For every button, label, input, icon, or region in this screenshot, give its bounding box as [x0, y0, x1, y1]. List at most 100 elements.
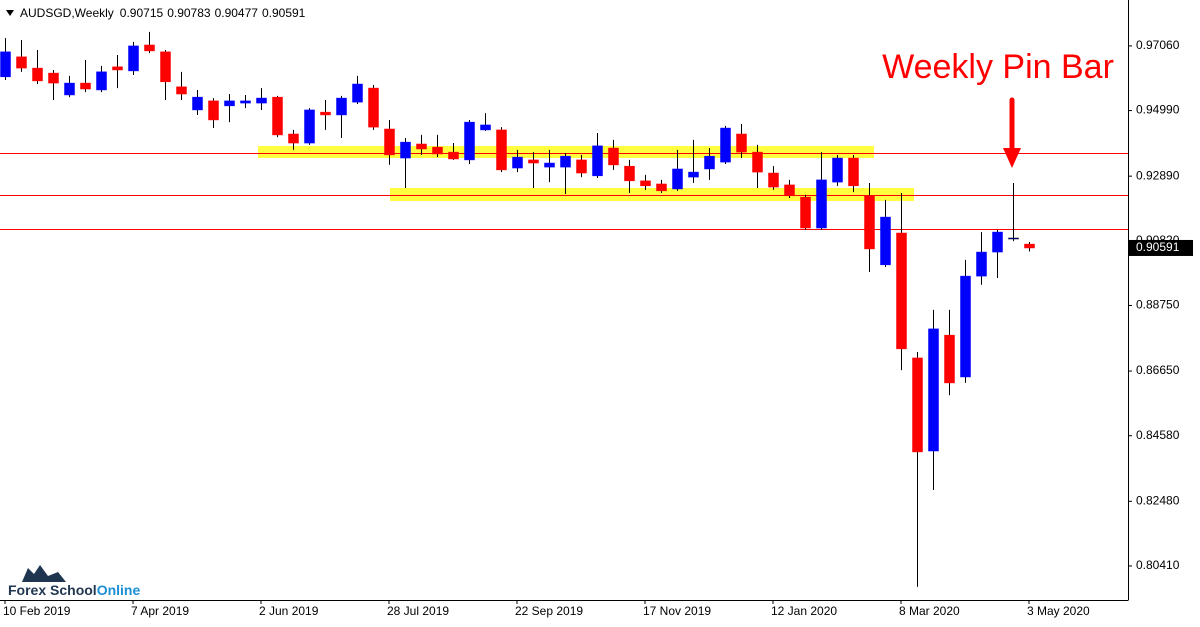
candle-body [0, 51, 11, 78]
candle-body [384, 128, 395, 156]
low-value: 0.90477 [215, 6, 259, 20]
candle-body [480, 124, 491, 131]
candle-body [48, 72, 59, 84]
candle-body [784, 184, 795, 197]
candle-body [192, 96, 203, 111]
price-box-bg [1129, 239, 1193, 256]
candles [0, 31, 1035, 587]
candle-body [544, 162, 555, 168]
x-tick-label: 3 May 2020 [1027, 604, 1090, 618]
x-tick-label: 28 Jul 2019 [387, 604, 449, 618]
x-tick-label: 2 Jun 2019 [259, 604, 319, 618]
candle-body [688, 171, 699, 178]
annotation: Weekly Pin Bar [882, 48, 1114, 86]
candle-body [288, 133, 299, 144]
candle-body [128, 45, 139, 72]
candle-body [928, 328, 939, 452]
header: AUDSGD,Weekly 0.90715 0.90783 0.90477 0.9059… [20, 6, 306, 20]
y-tick-label: 0.92890 [1136, 168, 1180, 182]
levels [0, 153, 1128, 230]
candle-body [768, 172, 779, 188]
candle-body [240, 100, 251, 104]
candle-body [912, 357, 923, 453]
close-value: 0.90591 [262, 6, 306, 20]
logo-brand: Forex School [8, 582, 97, 598]
y-tick-label: 0.94990 [1136, 103, 1180, 117]
open-value: 0.90715 [120, 6, 164, 20]
candle-body [624, 165, 635, 182]
logo-icon [22, 565, 66, 582]
price-box: 0.90591 [1129, 239, 1193, 256]
candle-body [736, 133, 747, 153]
candle-body [336, 97, 347, 116]
candle-body [608, 147, 619, 166]
high-value: 0.90783 [167, 6, 211, 20]
candle-body [896, 232, 907, 350]
candle-body [496, 129, 507, 171]
price-box-label: 0.90591 [1136, 240, 1180, 254]
candle-body [800, 196, 811, 229]
candle-body [368, 87, 379, 128]
candle-body [352, 83, 363, 103]
logo-accent: Online [97, 582, 141, 598]
candle-body [416, 143, 427, 150]
x-tick-label: 12 Jan 2020 [771, 604, 837, 618]
x-tick-label: 22 Sep 2019 [515, 604, 583, 618]
candle-body [656, 183, 667, 192]
candle-body [704, 155, 715, 170]
candle-body [320, 111, 331, 116]
candle-body [80, 82, 91, 90]
candle-body [832, 157, 843, 183]
candle-body [64, 82, 75, 96]
symbol: AUDSGD,Weekly [20, 6, 114, 20]
candle-body [640, 180, 651, 187]
zone-lower [390, 188, 914, 201]
candle-body [32, 67, 43, 82]
candle-body [848, 157, 859, 187]
candle-body [944, 334, 955, 384]
y-tick-label: 0.84580 [1136, 428, 1180, 442]
zone-upper [258, 146, 874, 158]
x-tick-label: 7 Apr 2019 [131, 604, 189, 618]
candle-body [256, 97, 267, 104]
x-tick-label: 17 Nov 2019 [643, 604, 711, 618]
x-tick-label: 10 Feb 2019 [3, 604, 71, 618]
candle-body [720, 127, 731, 163]
candle-body [672, 168, 683, 190]
candle-body [112, 66, 123, 71]
candle-body [16, 56, 27, 69]
candle-body [1024, 243, 1035, 249]
candle-body [752, 151, 763, 173]
y-tick-label: 0.82480 [1136, 493, 1180, 507]
candle-body [448, 151, 459, 160]
candle-body [400, 141, 411, 159]
logo-text: Forex SchoolOnline [8, 582, 140, 598]
header-arrow [6, 10, 14, 16]
candle-body [224, 100, 235, 107]
y-tick-label: 0.88750 [1136, 298, 1180, 312]
candle-body [864, 195, 875, 250]
candle-body [528, 159, 539, 164]
candle-body [464, 121, 475, 161]
candle-body [592, 145, 603, 177]
candle-body [160, 51, 171, 83]
candle-body [272, 96, 283, 136]
y-tick-label: 0.97060 [1136, 38, 1180, 52]
candle-body [560, 155, 571, 168]
candle-body [144, 44, 155, 52]
candle-body [432, 146, 443, 155]
candle-body [976, 251, 987, 277]
axis: 0.970600.949900.928900.908200.887500.866… [3, 38, 1180, 618]
candle-body [992, 231, 1003, 253]
x-tick-label: 8 Mar 2020 [899, 604, 960, 618]
candle-body [512, 156, 523, 169]
candle-body [960, 275, 971, 378]
candle-body [208, 100, 219, 121]
candle-body [176, 86, 187, 95]
candle-body [880, 216, 891, 266]
annotation-arrow-head [1003, 148, 1021, 168]
watermark: Forex SchoolOnline [8, 565, 140, 598]
candle-body [304, 109, 315, 144]
